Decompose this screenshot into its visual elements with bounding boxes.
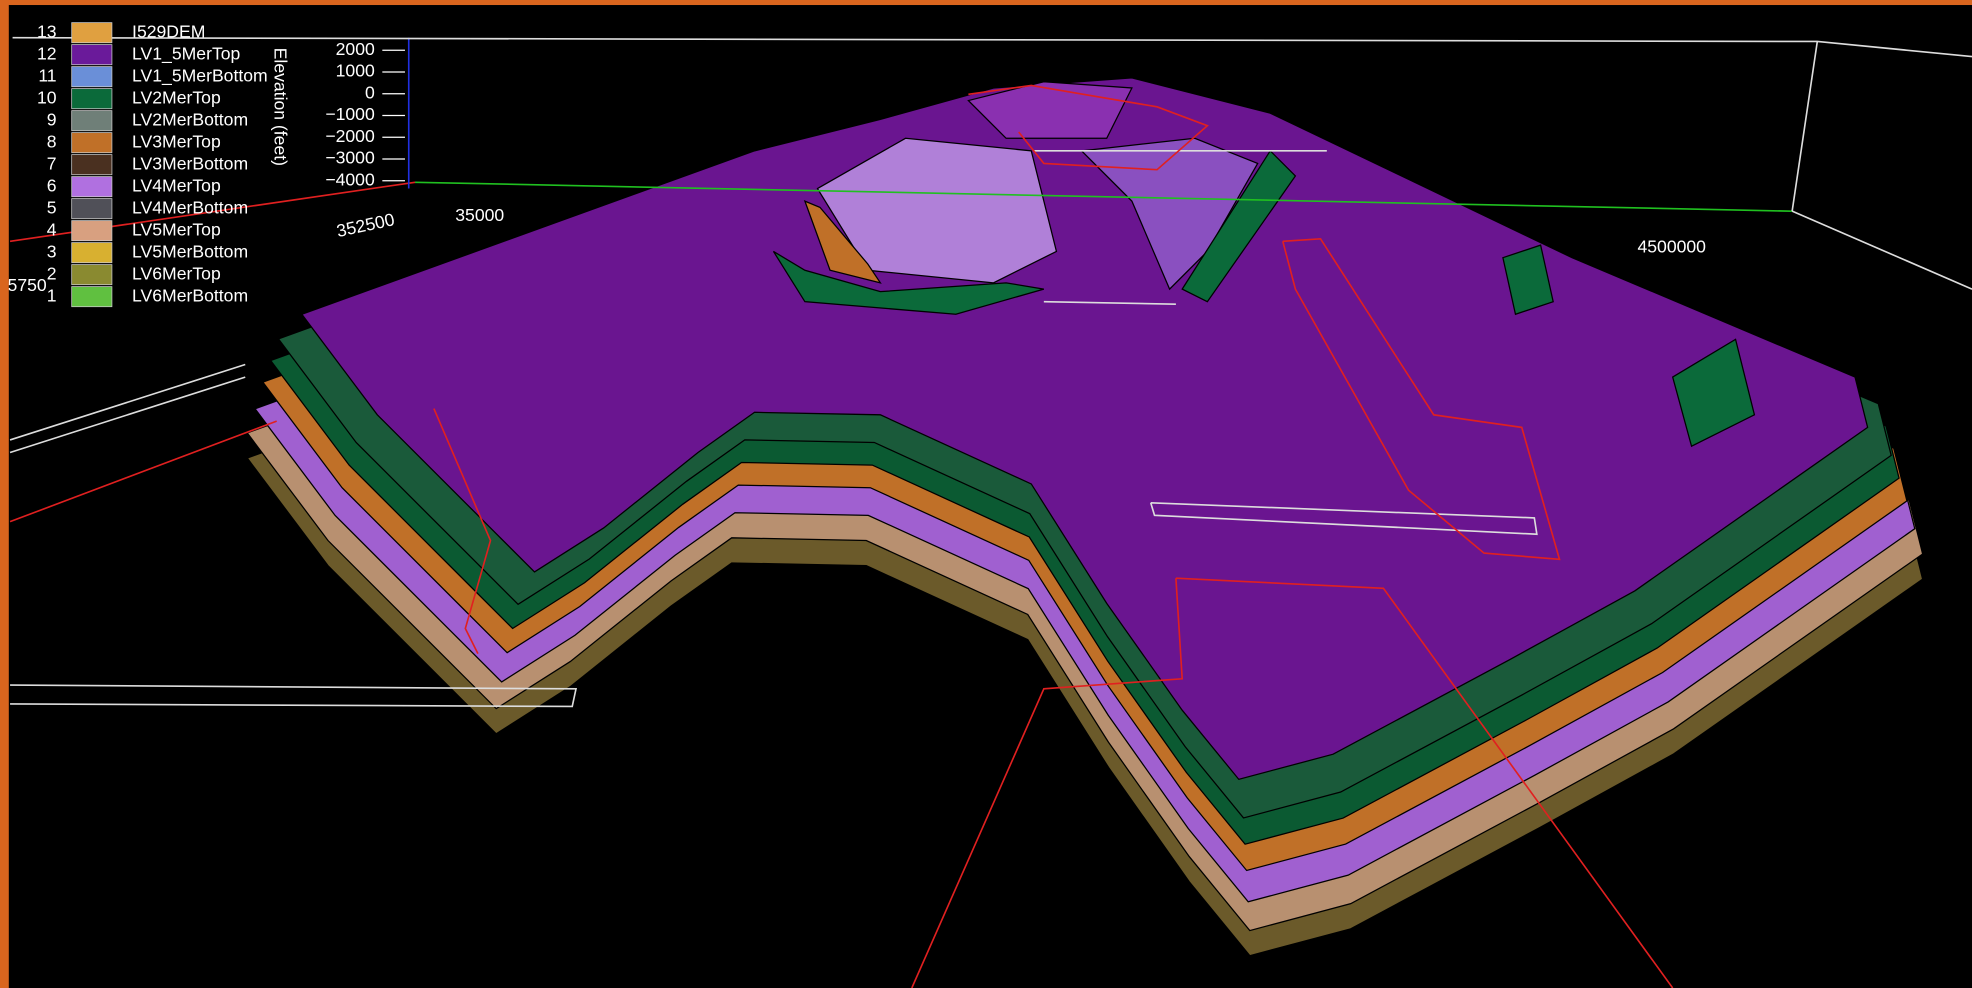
axis-title: Elevation (feet) [271,48,291,166]
outline [1791,41,1819,212]
legend-index: 5 [47,197,57,217]
legend-index: 2 [47,263,57,283]
legend-swatch [71,176,113,198]
tick-label: 1000 [336,61,375,81]
tick-label: −2000 [325,126,375,146]
terrain [246,77,1924,957]
tick-label: −4000 [325,169,375,189]
outcrop-patch [1502,244,1554,316]
outline [1791,210,1972,290]
legend-swatch [71,198,113,220]
legend-label: LV3MerTop [132,131,221,151]
tick-label: 2000 [336,39,375,59]
legend-swatch [71,220,113,242]
legend-index: 10 [37,87,57,107]
legend-index: 8 [47,131,57,151]
legend-label: LV5MerTop [132,219,221,239]
legend-swatch [71,66,113,88]
scene-label: 35000 [455,205,504,225]
outline [911,578,1184,988]
legend-index: 9 [47,109,57,129]
legend-label: LV1_5MerTop [132,43,240,64]
legend-index: 1 [47,285,57,305]
outline [1282,237,1561,561]
scene-label: 5750 [8,275,47,295]
legend-label: LV6MerTop [132,263,221,283]
outline [433,408,492,655]
legend-swatch [71,132,113,154]
outline [9,363,246,441]
outcrop-patch [772,250,1045,315]
outcrop-patch [803,199,882,284]
tick-label: −1000 [325,104,375,124]
outline [9,376,246,454]
legend-label: LV5MerBottom [132,241,248,261]
legend-index: 13 [37,21,57,41]
outline [968,84,1209,171]
surface-top [300,77,1869,781]
legend-label: LV4MerTop [132,175,221,195]
legend-index: 7 [47,153,57,173]
outline [1043,300,1176,306]
scene-label: 4500000 [1637,236,1706,256]
legend-label: LV1_5MerBottom [132,65,268,86]
outcrop-patch [1181,149,1297,303]
legend-label: LV4MerBottom [132,197,248,217]
outline [415,181,1793,212]
legend-label: LV2MerTop [132,87,221,107]
tick-label: 0 [365,82,375,102]
window-border [0,0,9,988]
legend-label: LV3MerBottom [132,153,248,173]
legend-label: LV6MerBottom [132,285,248,305]
outline [10,684,578,708]
legend-swatch [71,242,113,264]
legend-index: 4 [47,219,57,239]
window-border [0,0,1972,6]
legend-swatch [71,22,113,44]
legend-swatch [71,110,113,132]
legend-label: LV2MerBottom [132,109,248,129]
legend-index: 3 [47,241,57,261]
legend-swatch [71,154,113,176]
outline [1149,501,1538,536]
legend-index: 6 [47,175,57,195]
outcrop-patch [1671,338,1756,448]
legend-label: I529DEM [132,21,205,41]
outline [9,420,277,523]
legend-swatch [71,44,113,66]
legend-swatch [71,88,113,110]
legend-swatch [71,286,113,308]
legend-swatch [71,264,113,286]
outline [1175,577,1674,988]
elevation-axis: Elevation (feet) 200010000−1000−2000−300… [271,39,405,189]
legend-index: 11 [38,65,56,85]
tick-label: −3000 [325,148,375,168]
legend-index: 12 [37,43,57,63]
